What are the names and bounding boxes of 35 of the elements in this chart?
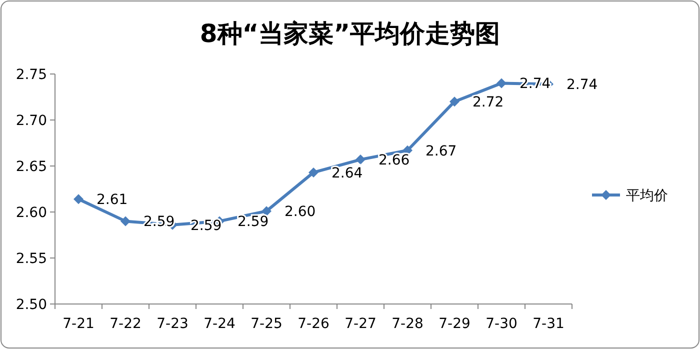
x-tick-label: 7-27 <box>344 316 376 332</box>
data-label: 2.72 <box>472 94 504 111</box>
x-tick-label: 7-29 <box>438 316 470 332</box>
x-tick-label: 7-31 <box>532 316 564 332</box>
x-tick-label: 7-21 <box>62 316 94 332</box>
data-label: 2.74 <box>520 76 551 92</box>
data-label: 2.59 <box>238 214 269 230</box>
point <box>496 78 506 88</box>
point <box>74 194 84 204</box>
x-tick-label: 7-24 <box>204 316 236 332</box>
x-tick-label: 7-26 <box>298 316 330 332</box>
point <box>356 154 366 165</box>
y-tick-label: 2.60 <box>16 205 47 221</box>
data-label: 2.61 <box>96 192 128 208</box>
x-tick-label: 7-25 <box>250 316 282 332</box>
x-tick-label: 7-30 <box>486 316 518 332</box>
data-label: 2.67 <box>426 143 457 160</box>
x-tick-label: 7-28 <box>392 316 424 332</box>
data-label: 2.74 <box>566 77 598 94</box>
point <box>308 167 318 178</box>
y-tick-label: 2.55 <box>16 251 47 267</box>
point <box>262 206 272 216</box>
x-tick-label: 7-22 <box>110 316 142 332</box>
data-label: 2.64 <box>332 165 363 182</box>
y-tick-label: 2.65 <box>16 159 47 175</box>
x-tick-label: 7-23 <box>156 316 188 332</box>
legend-label: 平均价 <box>626 188 668 204</box>
point <box>450 96 460 107</box>
chart-title: 8种“当家菜”平均价走势图 <box>200 19 500 48</box>
y-tick-label: 2.75 <box>16 67 47 83</box>
y-tick-label: 2.50 <box>16 297 47 313</box>
data-label: 2.66 <box>378 152 410 169</box>
data-label: 2.60 <box>284 204 316 220</box>
point <box>120 216 130 226</box>
y-tick-label: 2.70 <box>16 113 47 129</box>
